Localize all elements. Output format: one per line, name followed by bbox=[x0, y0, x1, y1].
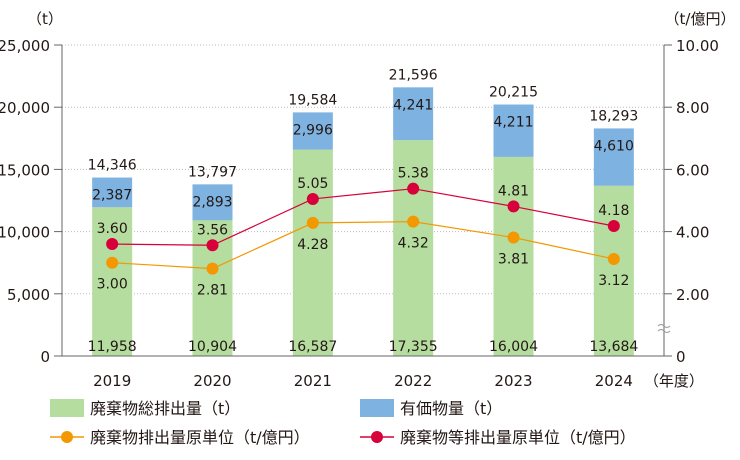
legend-swatch bbox=[360, 399, 394, 417]
line-point bbox=[607, 252, 620, 265]
bar-waste-total bbox=[292, 149, 333, 356]
x-tick-label: 2019 bbox=[93, 372, 131, 390]
line-point bbox=[607, 220, 620, 233]
bar-valuables bbox=[292, 112, 333, 150]
right-tick-label: 4.00 bbox=[676, 224, 709, 242]
bar-waste-total bbox=[593, 185, 634, 356]
bar-label-total: 18,293 bbox=[589, 108, 638, 124]
left-tick-label: 25,000 bbox=[0, 37, 50, 55]
legend-marker bbox=[61, 431, 73, 443]
line-point bbox=[106, 238, 119, 251]
x-tick-label: 2024 bbox=[595, 372, 633, 390]
line-point bbox=[407, 182, 420, 195]
line-3 bbox=[112, 188, 614, 246]
bar-label-valuables: 4,241 bbox=[393, 97, 433, 113]
x-axis-unit: （年度） bbox=[644, 372, 704, 390]
line-label: 3.12 bbox=[598, 273, 629, 289]
right-tick-label: 10.00 bbox=[676, 37, 719, 55]
bar-label-valuables: 2,996 bbox=[293, 122, 333, 138]
bar-label-waste: 17,355 bbox=[389, 339, 438, 355]
left-tick-label: 20,000 bbox=[0, 99, 50, 117]
bar-label-total: 20,215 bbox=[489, 85, 538, 101]
line-label: 4.81 bbox=[498, 183, 529, 199]
x-tick-label: 2023 bbox=[494, 372, 532, 390]
line-label: 3.00 bbox=[97, 277, 128, 293]
line-2 bbox=[112, 221, 614, 270]
line-label: 2.81 bbox=[197, 283, 228, 299]
line-label: 3.60 bbox=[97, 221, 128, 237]
legend-label: 廃棄物等排出量原単位（t/億円） bbox=[400, 428, 636, 447]
x-tick-label: 2022 bbox=[394, 372, 432, 390]
line-label: 3.56 bbox=[197, 222, 228, 238]
bar-valuables bbox=[192, 184, 233, 221]
line-label: 4.28 bbox=[297, 237, 328, 253]
bar-valuables bbox=[393, 87, 434, 141]
right-axis-unit: （t/億円） bbox=[665, 10, 736, 28]
line-point bbox=[507, 200, 520, 213]
bar-label-total: 21,596 bbox=[389, 67, 438, 83]
line-point bbox=[206, 262, 219, 275]
legend-label: 有価物量（t） bbox=[400, 399, 502, 418]
bar-label-waste: 11,958 bbox=[88, 339, 137, 355]
right-tick-label: 2.00 bbox=[676, 286, 709, 304]
right-tick-label: 8.00 bbox=[676, 99, 709, 117]
bar-label-valuables: 4,211 bbox=[493, 115, 533, 131]
bar-waste-total bbox=[493, 156, 534, 356]
left-tick-label: 0 bbox=[40, 348, 50, 366]
line-label: 4.32 bbox=[398, 236, 429, 252]
line-label: 4.18 bbox=[598, 203, 629, 219]
bar-label-total: 19,584 bbox=[288, 92, 337, 108]
line-label: 5.05 bbox=[297, 176, 328, 192]
bar-label-waste: 16,587 bbox=[288, 339, 337, 355]
line-point bbox=[407, 215, 420, 228]
line-point bbox=[507, 231, 520, 244]
bar-valuables bbox=[92, 177, 133, 208]
bar-label-waste: 10,904 bbox=[188, 339, 237, 355]
x-tick-label: 2021 bbox=[294, 372, 332, 390]
line-point bbox=[106, 256, 119, 269]
left-tick-label: 10,000 bbox=[0, 224, 50, 242]
legend-swatch bbox=[50, 399, 84, 417]
bar-valuables bbox=[493, 104, 534, 157]
left-tick-label: 5,000 bbox=[7, 286, 50, 304]
right-tick-label: 0 bbox=[676, 348, 686, 366]
bar-label-valuables: 4,610 bbox=[594, 138, 634, 154]
legend-label: 廃棄物排出量原単位（t/億円） bbox=[90, 428, 310, 447]
bar-valuables bbox=[593, 128, 634, 186]
bar-waste-total bbox=[393, 140, 434, 356]
bar-label-waste: 13,684 bbox=[589, 339, 638, 355]
line-point bbox=[206, 239, 219, 252]
legend-label: 廃棄物総排出量（t） bbox=[90, 399, 240, 418]
x-tick-label: 2020 bbox=[193, 372, 231, 390]
axis-break-icon bbox=[657, 324, 671, 333]
bar-label-total: 13,797 bbox=[188, 164, 237, 180]
legend-marker bbox=[371, 431, 383, 443]
bar-label-valuables: 2,387 bbox=[92, 188, 132, 204]
left-axis-unit: （t） bbox=[27, 10, 63, 28]
line-label: 5.38 bbox=[398, 166, 429, 182]
right-tick-label: 6.00 bbox=[676, 161, 709, 179]
bar-waste-total bbox=[92, 207, 133, 356]
line-point bbox=[306, 216, 319, 229]
bar-label-total: 14,346 bbox=[88, 158, 137, 174]
bar-label-valuables: 2,893 bbox=[192, 194, 232, 210]
bar-label-waste: 16,004 bbox=[489, 339, 538, 355]
line-point bbox=[306, 192, 319, 205]
left-tick-label: 15,000 bbox=[0, 161, 50, 179]
line-label: 3.81 bbox=[498, 252, 529, 268]
